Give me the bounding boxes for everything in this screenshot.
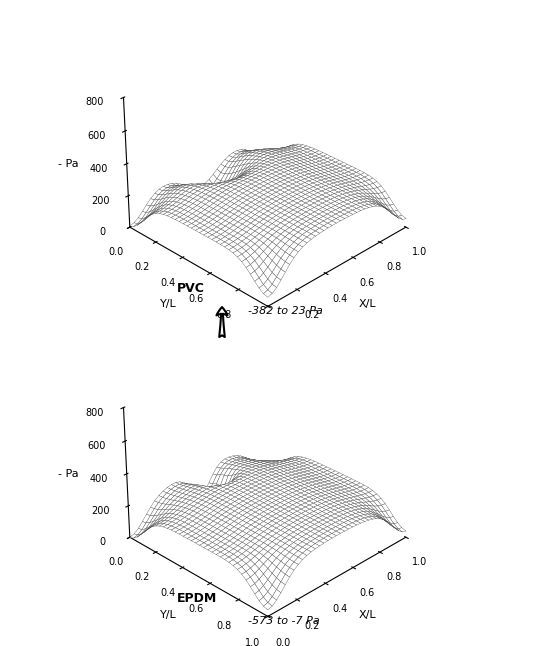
Text: -573 to -7 Pa: -573 to -7 Pa (248, 616, 320, 626)
Y-axis label: Y/L: Y/L (160, 610, 177, 620)
Text: EPDM: EPDM (177, 592, 217, 605)
Text: -382 to 23 Pa: -382 to 23 Pa (248, 306, 323, 316)
X-axis label: X/L: X/L (358, 300, 376, 309)
Y-axis label: Y/L: Y/L (160, 300, 177, 309)
X-axis label: X/L: X/L (358, 610, 376, 620)
Text: PVC: PVC (177, 282, 205, 295)
